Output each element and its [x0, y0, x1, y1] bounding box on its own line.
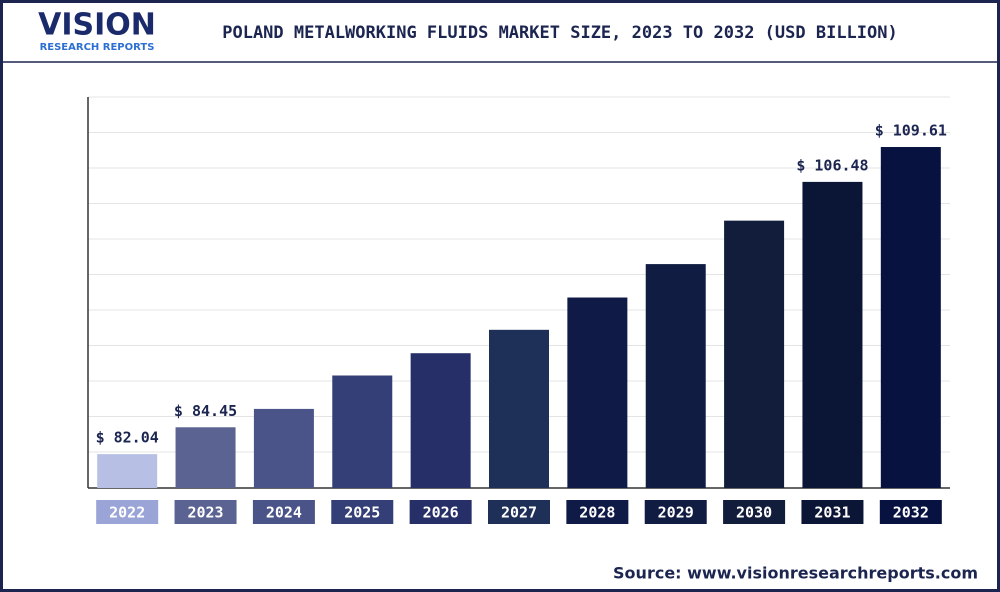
x-tick-box: [879, 500, 942, 524]
bar: [253, 408, 314, 488]
x-tick-label: 2025: [344, 504, 380, 522]
bar: [880, 147, 941, 488]
x-tick-label: 2027: [501, 504, 537, 522]
bar: [97, 454, 158, 488]
x-tick-label: 2026: [423, 504, 459, 522]
x-tick-box: [96, 500, 159, 524]
x-tick-box: [801, 500, 864, 524]
bar: [332, 375, 393, 488]
bar: [802, 181, 863, 488]
x-tick-box: [174, 500, 237, 524]
value-label: $ 84.45: [174, 402, 237, 420]
bar: [645, 264, 706, 488]
x-tick-box: [252, 500, 315, 524]
x-tick-label: 2030: [736, 504, 772, 522]
chart-title: POLAND METALWORKING FLUIDS MARKET SIZE, …: [222, 23, 898, 43]
x-tick-box: [566, 500, 629, 524]
bar: [175, 427, 236, 488]
value-label: $ 82.04: [96, 429, 159, 447]
x-tick-box: [723, 500, 786, 524]
bar: [724, 220, 785, 488]
bar: [567, 297, 628, 488]
x-tick-label: 2032: [893, 504, 929, 522]
logo-tagline: RESEARCH REPORTS: [40, 42, 155, 53]
logo-name: VISION: [38, 8, 156, 43]
x-tick-box: [644, 500, 707, 524]
x-tick-label: 2023: [187, 504, 223, 522]
bar: [410, 353, 471, 488]
x-tick-box: [409, 500, 472, 524]
bar: [489, 329, 549, 488]
x-tick-label: 2031: [814, 504, 850, 522]
value-label: $ 106.48: [796, 156, 868, 174]
x-tick-label: 2022: [109, 504, 145, 522]
x-tick-label: 2028: [579, 504, 615, 522]
x-tick-box: [331, 500, 394, 524]
source: Source: www.visionresearchreports.com: [613, 564, 978, 583]
x-tick-label: 2024: [266, 504, 302, 522]
x-tick-box: [488, 500, 550, 524]
x-tick-label: 2029: [658, 504, 694, 522]
value-label: $ 109.61: [875, 122, 947, 140]
